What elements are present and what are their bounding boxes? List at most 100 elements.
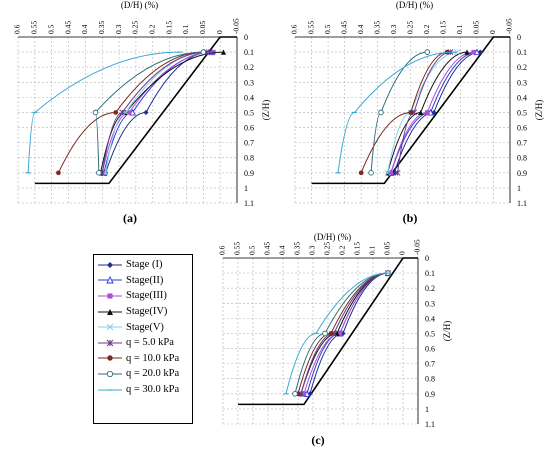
y-axis-title: (Z/H) xyxy=(534,100,544,121)
legend-label: Stage (I) xyxy=(126,259,163,271)
x-tick-label: 0.6 xyxy=(290,24,299,34)
marker-circle-open xyxy=(368,170,374,176)
x-tick-label: 0.25 xyxy=(131,21,140,34)
y-tick-label: 0.8 xyxy=(425,375,435,384)
marker-square xyxy=(126,110,132,115)
y-tick-label: 0.6 xyxy=(244,124,254,133)
y-tick-label: 0.5 xyxy=(517,108,527,117)
x-tick-label: 0.45 xyxy=(63,21,72,34)
legend-swatch xyxy=(98,308,122,315)
panel-label: (c) xyxy=(311,433,324,447)
x-tick-label: 0.25 xyxy=(405,21,414,34)
y-tick-label: 0.2 xyxy=(425,284,435,293)
y-tick-label: 0.9 xyxy=(425,390,435,399)
legend-item: Stage(V) xyxy=(97,319,189,335)
legend-item: q = 10.0 kPa xyxy=(97,351,189,367)
y-tick-label: 0.5 xyxy=(425,329,435,338)
y-tick-label: 1.1 xyxy=(517,199,527,208)
legend: Stage (I) Stage(II) Stage(III) Stage(IV) Sta… xyxy=(93,254,193,424)
x-tick-label: 0.3 xyxy=(114,24,123,34)
y-tick-label: 0.7 xyxy=(425,360,435,369)
y-tick-label: 0.1 xyxy=(517,48,527,57)
x-tick-label: -0.05 xyxy=(232,18,241,34)
legend-item: q = 20.0 kPa xyxy=(97,366,189,382)
marker-x xyxy=(106,323,114,331)
x-tick-label: 0.5 xyxy=(46,24,55,34)
y-tick-label: 0.1 xyxy=(244,48,254,57)
y-tick-label: 0.9 xyxy=(517,169,527,178)
legend-swatch xyxy=(98,388,122,391)
wall-outline xyxy=(238,257,418,406)
x-tick-label: 0.55 xyxy=(30,21,39,34)
x-axis-title: (D/H) (%) xyxy=(314,232,351,242)
y-tick-label: 0.3 xyxy=(425,299,435,308)
marker-diamond xyxy=(107,261,113,268)
y-tick-label: 0.1 xyxy=(425,269,435,278)
x-tick-label: 0.4 xyxy=(356,24,365,34)
y-tick-label: 1 xyxy=(517,184,521,193)
y-tick-label: 0.7 xyxy=(244,139,254,148)
marker-circle-open xyxy=(424,49,431,55)
x-tick-label: 0.25 xyxy=(323,242,332,255)
y-tick-label: 1 xyxy=(425,405,429,414)
y-tick-label: 1.1 xyxy=(425,420,435,429)
marker-circle-open xyxy=(106,370,114,378)
x-tick-label: 0.1 xyxy=(368,245,377,255)
x-tick-label: 0.55 xyxy=(306,21,315,34)
x-tick-label: 0.2 xyxy=(338,245,347,255)
y-tick-label: 0.9 xyxy=(244,169,254,178)
y-tick-label: 0.4 xyxy=(425,314,435,323)
x-tick-label: 0.45 xyxy=(263,242,272,255)
y-tick-label: 0 xyxy=(517,33,521,42)
legend-item: Stage (I) xyxy=(97,257,189,273)
marker-circle xyxy=(358,170,364,176)
marker-circle-open xyxy=(96,170,102,176)
y-tick-label: 0.7 xyxy=(517,139,527,148)
panel-label: (a) xyxy=(123,211,137,225)
series-line xyxy=(27,51,180,173)
legend-swatch xyxy=(98,323,122,331)
series-line xyxy=(337,51,454,173)
chart-panel-2: 0.6 0.55 0.5 0.45 0.4 0.35 0.3 0.25 0.2 0.15 0.1 0.… xyxy=(290,0,544,225)
marker-square xyxy=(471,49,476,55)
legend-item: Stage(II) xyxy=(97,273,189,289)
x-tick-label: 0.35 xyxy=(372,21,381,34)
y-tick-label: 0.6 xyxy=(517,124,527,133)
x-tick-label: 0 xyxy=(215,30,224,34)
marker-circle xyxy=(328,331,334,336)
legend-label: Stage(III) xyxy=(126,290,167,302)
y-tick-label: 0.3 xyxy=(517,78,527,87)
legend-item: Stage(IV) xyxy=(97,304,189,320)
marker-square xyxy=(388,170,394,176)
legend-label: q = 5.0 kPa xyxy=(126,337,174,349)
legend-swatch xyxy=(98,276,122,284)
marker-diamond xyxy=(431,109,437,116)
legend-label: q = 10.0 kPa xyxy=(126,352,180,364)
marker-triangle-open xyxy=(106,276,114,284)
x-tick-label: 0.3 xyxy=(389,24,398,34)
wall-outline xyxy=(34,36,237,185)
x-tick-label: 0.2 xyxy=(422,24,431,34)
marker-square xyxy=(107,293,113,299)
x-tick-label: 0.1 xyxy=(455,24,464,34)
x-tick-label: 0.05 xyxy=(383,242,392,255)
x-tick-label: 0.4 xyxy=(80,24,89,34)
y-axis-title: (Z/H) xyxy=(442,321,452,342)
y-tick-label: 0.8 xyxy=(244,154,254,163)
legend-label: Stage(II) xyxy=(126,274,164,286)
x-tick-label: 0.6 xyxy=(218,245,227,255)
marker-square xyxy=(337,331,343,336)
legend-swatch xyxy=(98,355,122,362)
marker-circle xyxy=(113,110,119,115)
marker-circle xyxy=(408,110,414,115)
y-tick-label: 0.2 xyxy=(517,63,527,72)
legend-swatch xyxy=(98,370,122,378)
marker-triangle xyxy=(464,49,470,55)
marker-x xyxy=(454,49,461,56)
panel-label: (b) xyxy=(403,211,418,225)
legend-label: Stage(V) xyxy=(126,321,164,333)
y-tick-label: 0.6 xyxy=(425,345,435,354)
x-tick-label: 0.05 xyxy=(198,21,207,34)
legend-swatch xyxy=(98,261,122,268)
legend-item: Stage(III) xyxy=(97,288,189,304)
